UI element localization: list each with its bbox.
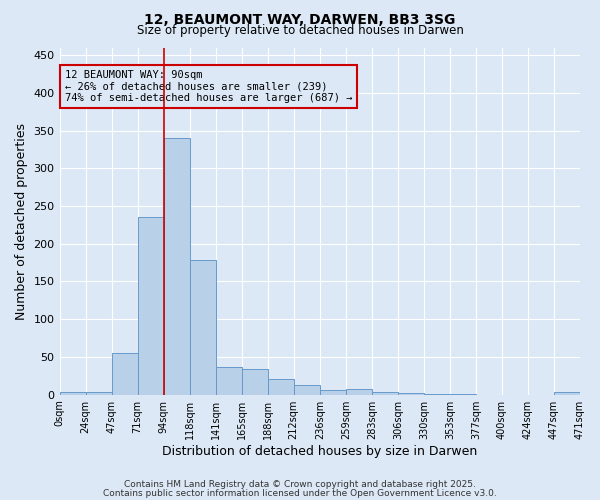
Y-axis label: Number of detached properties: Number of detached properties [15, 122, 28, 320]
Bar [372, 392, 398, 394]
Bar [242, 369, 268, 394]
Text: Size of property relative to detached houses in Darwen: Size of property relative to detached ho… [137, 24, 463, 37]
X-axis label: Distribution of detached houses by size in Darwen: Distribution of detached houses by size … [162, 444, 478, 458]
Text: Contains public sector information licensed under the Open Government Licence v3: Contains public sector information licen… [103, 488, 497, 498]
Text: 12, BEAUMONT WAY, DARWEN, BB3 3SG: 12, BEAUMONT WAY, DARWEN, BB3 3SG [145, 12, 455, 26]
Bar [294, 385, 320, 394]
Bar [190, 260, 215, 394]
Bar [346, 390, 372, 394]
Text: 12 BEAUMONT WAY: 90sqm
← 26% of detached houses are smaller (239)
74% of semi-de: 12 BEAUMONT WAY: 90sqm ← 26% of detached… [65, 70, 352, 103]
Bar [320, 390, 346, 394]
Text: Contains HM Land Registry data © Crown copyright and database right 2025.: Contains HM Land Registry data © Crown c… [124, 480, 476, 489]
Bar [59, 392, 86, 394]
Bar [137, 218, 164, 394]
Bar [164, 138, 190, 394]
Bar [554, 392, 580, 394]
Bar [86, 392, 112, 394]
Bar [268, 379, 294, 394]
Bar [215, 367, 242, 394]
Bar [398, 393, 424, 394]
Bar [112, 353, 137, 395]
